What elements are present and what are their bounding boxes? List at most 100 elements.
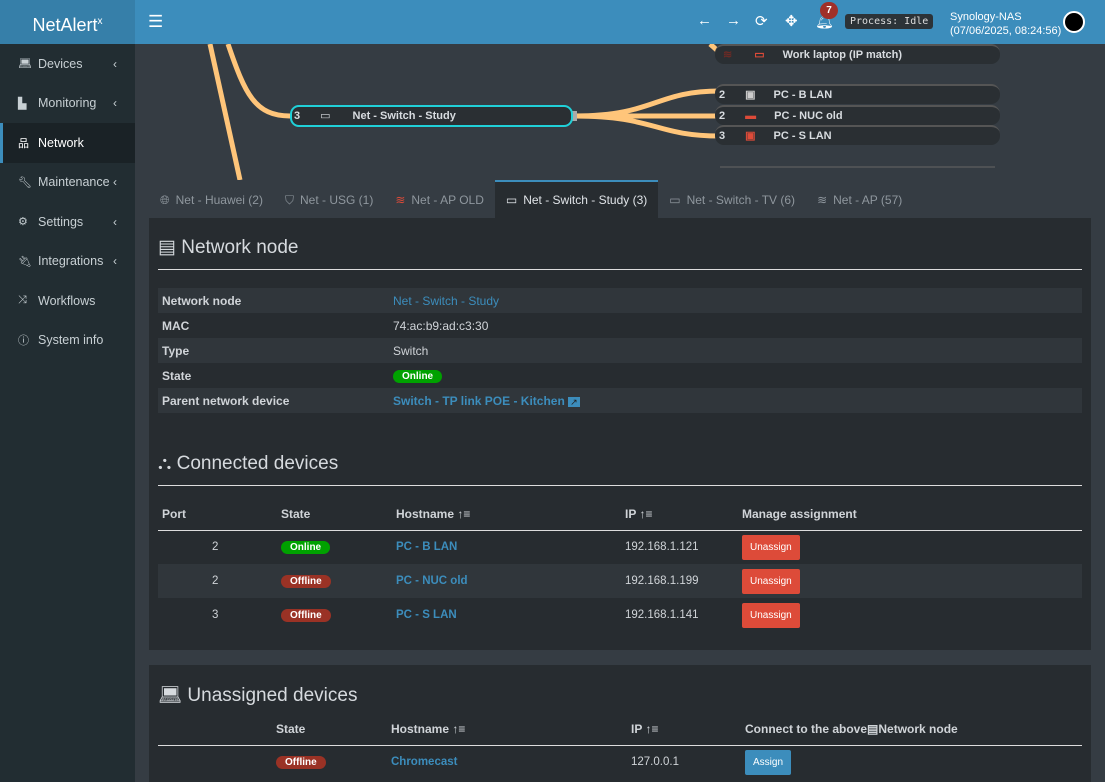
external-link-icon[interactable]: ↗ [568,396,580,407]
column-header-manage: Manage assignment [738,496,1082,531]
logo-text: NetAlert [32,15,98,35]
tree-link [225,44,291,119]
tree-node-label: PC - B LAN [773,89,833,101]
mac-value: 74:ac:b9:ad:c3:30 [393,318,489,333]
tab-net-switch-tv[interactable]: ▭ Net - Switch - TV (6) [658,180,806,218]
process-status: Process: Idle [845,14,934,29]
tree-port: 3 [294,110,301,122]
column-header-ip[interactable]: IP ↑≡ [627,711,741,746]
sidebar-item-devices[interactable]: 💻︎ Devices ‹ [0,44,135,84]
network-tree[interactable]: 3 ▭ Net - Switch - Study ≋ ▭ Work laptop (IP… [135,44,1105,180]
unassign-button[interactable]: Unassign [742,534,800,560]
sidebar-item-integrations[interactable]: 🔌︎ Integrations ‹ [0,242,135,282]
sidebar-item-settings[interactable]: ⚙ Settings ‹ [0,202,135,242]
node-link[interactable]: Net - Switch - Study [393,293,500,308]
header-label: Network node [878,721,958,736]
forward-icon[interactable]: → [726,12,741,29]
section-title: 💻︎ Unassigned devices [158,665,1082,711]
sidebar-item-system-info[interactable]: ⓘ System info [0,321,135,361]
column-header-port[interactable]: Port [158,496,277,531]
status-badge: Offline [281,608,331,622]
sort-icon: ↑≡ [457,506,471,521]
assign-button[interactable]: Assign [745,749,792,775]
tab-net-switch-study[interactable]: ▭ Net - Switch - Study (3) [494,180,659,218]
tab-net-usg[interactable]: ⛉ Net - USG (1) [274,180,384,218]
refresh-icon[interactable]: ⟳ [755,13,768,30]
wifi-icon: ≋ [723,49,733,61]
tree-node-root[interactable]: 3 ▭ Net - Switch - Study [290,105,573,127]
unassigned-devices-panel: 💻︎ Unassigned devices State Hostname ↑≡ … [149,665,1091,782]
column-header-ip[interactable]: IP ↑≡ [621,496,738,531]
column-header-state[interactable]: State [272,711,387,746]
tree-node[interactable]: 3 ▣ PC - S LAN [715,125,1000,145]
detail-row: Parent network device Switch - TP link PO… [158,388,1082,413]
hostname-link[interactable]: PC - S LAN [396,609,457,621]
back-icon[interactable]: ← [697,12,712,29]
ip-cell: 127.0.0.1 [631,756,679,769]
hostname-link[interactable]: Chromecast [391,756,458,769]
tree-node-label: Work laptop (IP match) [782,49,903,61]
info-icon: ⓘ [18,335,29,348]
sidebar: 💻︎ Devices ‹ ▙ Monitoring ‹ 品 Network 🔧︎ Maint… [0,44,135,782]
tree-node-label: Net - Switch - Study [352,110,456,122]
tab-net-ap[interactable]: ≋ Net - AP (57) [806,180,913,218]
wifi-icon: ≋ [817,193,828,207]
sidebar-item-workflows[interactable]: ⤨ Workflows [0,281,135,321]
desktop-icon: ▣ [745,89,756,101]
column-header-hostname[interactable]: Hostname ↑≡ [387,711,627,746]
tab-label: Net - Huawei (2) [175,193,263,207]
plug-icon: 🔌︎ [18,255,32,268]
sidebar-item-network[interactable]: 品 Network [0,123,135,163]
hostname-link[interactable]: PC - B LAN [396,541,458,554]
chevron-left-icon: ‹ [113,96,117,111]
chevron-left-icon: ‹ [113,214,117,229]
mini-pc-icon: ▬ [745,110,757,122]
tree-link [574,113,721,139]
chevron-left-icon: ‹ [113,56,117,71]
port-cell: 2 [212,541,219,554]
chevron-left-icon: ‹ [113,254,117,269]
network-tabs: 🌐︎ Net - Huawei (2) ⛉ Net - USG (1) ≋ Net -… [149,180,913,218]
header-label: Hostname [396,506,455,521]
tab-label: Net - Switch - TV (6) [686,193,796,207]
ip-cell: 192.168.1.199 [625,575,699,587]
chevron-left-icon: ‹ [113,175,117,190]
avatar[interactable] [1063,11,1085,33]
hostname-link[interactable]: PC - NUC old [396,575,468,587]
host-info: Synology-NAS (07/06/2025, 08:24:56) [950,10,1061,38]
sidebar-item-monitoring[interactable]: ▙ Monitoring ‹ [0,84,135,124]
sidebar-item-label: Maintenance [38,175,110,190]
host-name: Synology-NAS [950,11,1022,23]
sort-icon: ↑≡ [645,721,659,736]
tree-node[interactable]: 2 ▣ PC - B LAN [715,84,1000,104]
column-header-hostname[interactable]: Hostname ↑≡ [392,496,621,531]
status-badge: Online [281,540,331,554]
column-header-state[interactable]: State [277,496,392,531]
detail-key: Parent network device [162,393,290,408]
tree-node[interactable]: ≋ ▭ Work laptop (IP match) [715,44,1000,64]
sidebar-item-label: Network [38,135,84,150]
parent-device-link[interactable]: Switch - TP link POE - Kitchen [393,393,565,408]
table-row: 2 Online PC - B LAN 192.168.1.121 Unassign [158,530,1082,564]
tree-links [207,44,995,180]
sidebar-item-label: Monitoring [38,96,97,111]
switch-icon: ▭ [505,193,518,207]
header-label: IP [625,506,637,521]
menu-toggle-icon[interactable]: ☰ [148,12,164,31]
move-icon[interactable]: ✥ [785,13,798,30]
tab-net-ap-old[interactable]: ≋ Net - AP OLD [384,180,495,218]
section-title: ▤ Network node [158,218,1082,270]
ip-cell: 192.168.1.141 [625,609,699,621]
sidebar-item-maintenance[interactable]: 🔧︎ Maintenance ‹ [0,163,135,203]
connected-devices-table: Port State Hostname ↑≡ IP ↑≡ Manage assi… [158,496,1082,632]
tree-node-label: PC - S LAN [773,130,832,142]
tab-net-huawei[interactable]: 🌐︎ Net - Huawei (2) [149,180,274,218]
unassign-button[interactable]: Unassign [742,568,800,594]
logo[interactable]: NetAlertx [0,0,135,44]
tab-label: Net - Switch - Study (3) [523,193,648,207]
detail-row: State Online [158,363,1082,388]
network-node-panel: ▤ Network node Network node Net - Switch … [149,218,1091,650]
tree-node[interactable]: 2 ▬ PC - NUC old [715,105,1000,125]
unassign-button[interactable]: Unassign [742,602,800,628]
sort-icon: ↑≡ [452,721,466,736]
